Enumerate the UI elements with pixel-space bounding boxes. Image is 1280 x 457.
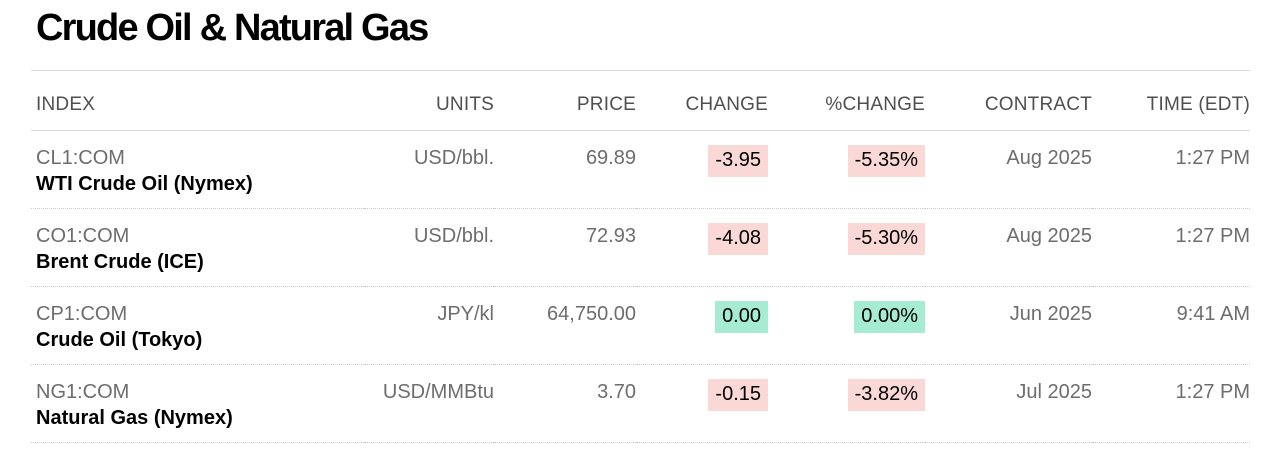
title-divider — [31, 70, 1250, 71]
change-badge: -0.15 — [708, 379, 768, 411]
pct-change-badge: -5.30% — [847, 223, 925, 255]
units-cell: USD/MMBtu — [364, 364, 494, 443]
contract-cell: Jul 2025 — [925, 364, 1092, 443]
index-name: Natural Gas (Nymex) — [36, 407, 233, 429]
table-row: CO1:COM Brent Crude (ICE) USD/bbl. 72.93… — [31, 208, 1250, 287]
units-cell: JPY/kl — [364, 286, 494, 365]
change-badge: 0.00 — [715, 301, 768, 333]
index-cell: NG1:COM Natural Gas (Nymex) — [31, 364, 364, 443]
column-header-index: INDEX — [31, 71, 364, 131]
price-cell: 72.93 — [494, 208, 636, 287]
column-header-change: CHANGE — [636, 71, 768, 131]
table-body: CL1:COM WTI Crude Oil (Nymex) USD/bbl. 6… — [31, 130, 1250, 443]
change-cell: -0.15 — [636, 364, 768, 443]
change-cell: -3.95 — [636, 130, 768, 209]
pct-change-cell: 0.00% — [768, 286, 925, 365]
change-badge: -4.08 — [708, 223, 768, 255]
index-cell: CL1:COM WTI Crude Oil (Nymex) — [31, 130, 364, 209]
time-cell: 1:27 PM — [1092, 364, 1250, 443]
pct-change-badge: -5.35% — [847, 145, 925, 177]
pct-change-cell: -5.35% — [768, 130, 925, 209]
time-cell: 1:27 PM — [1092, 208, 1250, 287]
index-name: WTI Crude Oil (Nymex) — [36, 173, 253, 195]
price-cell: 69.89 — [494, 130, 636, 209]
pct-change-badge: -3.82% — [847, 379, 925, 411]
pct-change-cell: -5.30% — [768, 208, 925, 287]
column-header-time: TIME (EDT) — [1092, 71, 1250, 131]
column-header-price: PRICE — [494, 71, 636, 131]
ticker-link[interactable]: NG1:COM — [36, 381, 130, 403]
time-cell: 1:27 PM — [1092, 130, 1250, 209]
column-header-pct-change: %CHANGE — [768, 71, 925, 131]
index-name: Brent Crude (ICE) — [36, 251, 204, 273]
index-cell: CO1:COM Brent Crude (ICE) — [31, 208, 364, 287]
change-badge: -3.95 — [708, 145, 768, 177]
column-header-contract: CONTRACT — [925, 71, 1092, 131]
pct-change-badge: 0.00% — [854, 301, 925, 333]
commodities-table: INDEX UNITS PRICE CHANGE %CHANGE CONTRAC… — [31, 71, 1250, 443]
ticker-link[interactable]: CO1:COM — [36, 225, 130, 247]
index-cell: CP1:COM Crude Oil (Tokyo) — [31, 286, 364, 365]
price-cell: 3.70 — [494, 364, 636, 443]
column-header-units: UNITS — [364, 71, 494, 131]
contract-cell: Aug 2025 — [925, 130, 1092, 209]
change-cell: 0.00 — [636, 286, 768, 365]
units-cell: USD/bbl. — [364, 130, 494, 209]
page-title: Crude Oil & Natural Gas — [36, 7, 429, 49]
crude-oil-natural-gas-section: Crude Oil & Natural Gas INDEX UNITS PRIC… — [31, 8, 1250, 443]
price-cell: 64,750.00 — [494, 286, 636, 365]
table-row: NG1:COM Natural Gas (Nymex) USD/MMBtu 3.… — [31, 364, 1250, 443]
table-header-row: INDEX UNITS PRICE CHANGE %CHANGE CONTRAC… — [31, 71, 1250, 131]
table-row: CP1:COM Crude Oil (Tokyo) JPY/kl 64,750.… — [31, 286, 1250, 365]
table-row: CL1:COM WTI Crude Oil (Nymex) USD/bbl. 6… — [31, 130, 1250, 209]
index-name: Crude Oil (Tokyo) — [36, 329, 203, 351]
ticker-link[interactable]: CP1:COM — [36, 303, 128, 325]
units-cell: USD/bbl. — [364, 208, 494, 287]
time-cell: 9:41 AM — [1092, 286, 1250, 365]
contract-cell: Jun 2025 — [925, 286, 1092, 365]
change-cell: -4.08 — [636, 208, 768, 287]
ticker-link[interactable]: CL1:COM — [36, 147, 125, 169]
contract-cell: Aug 2025 — [925, 208, 1092, 287]
pct-change-cell: -3.82% — [768, 364, 925, 443]
